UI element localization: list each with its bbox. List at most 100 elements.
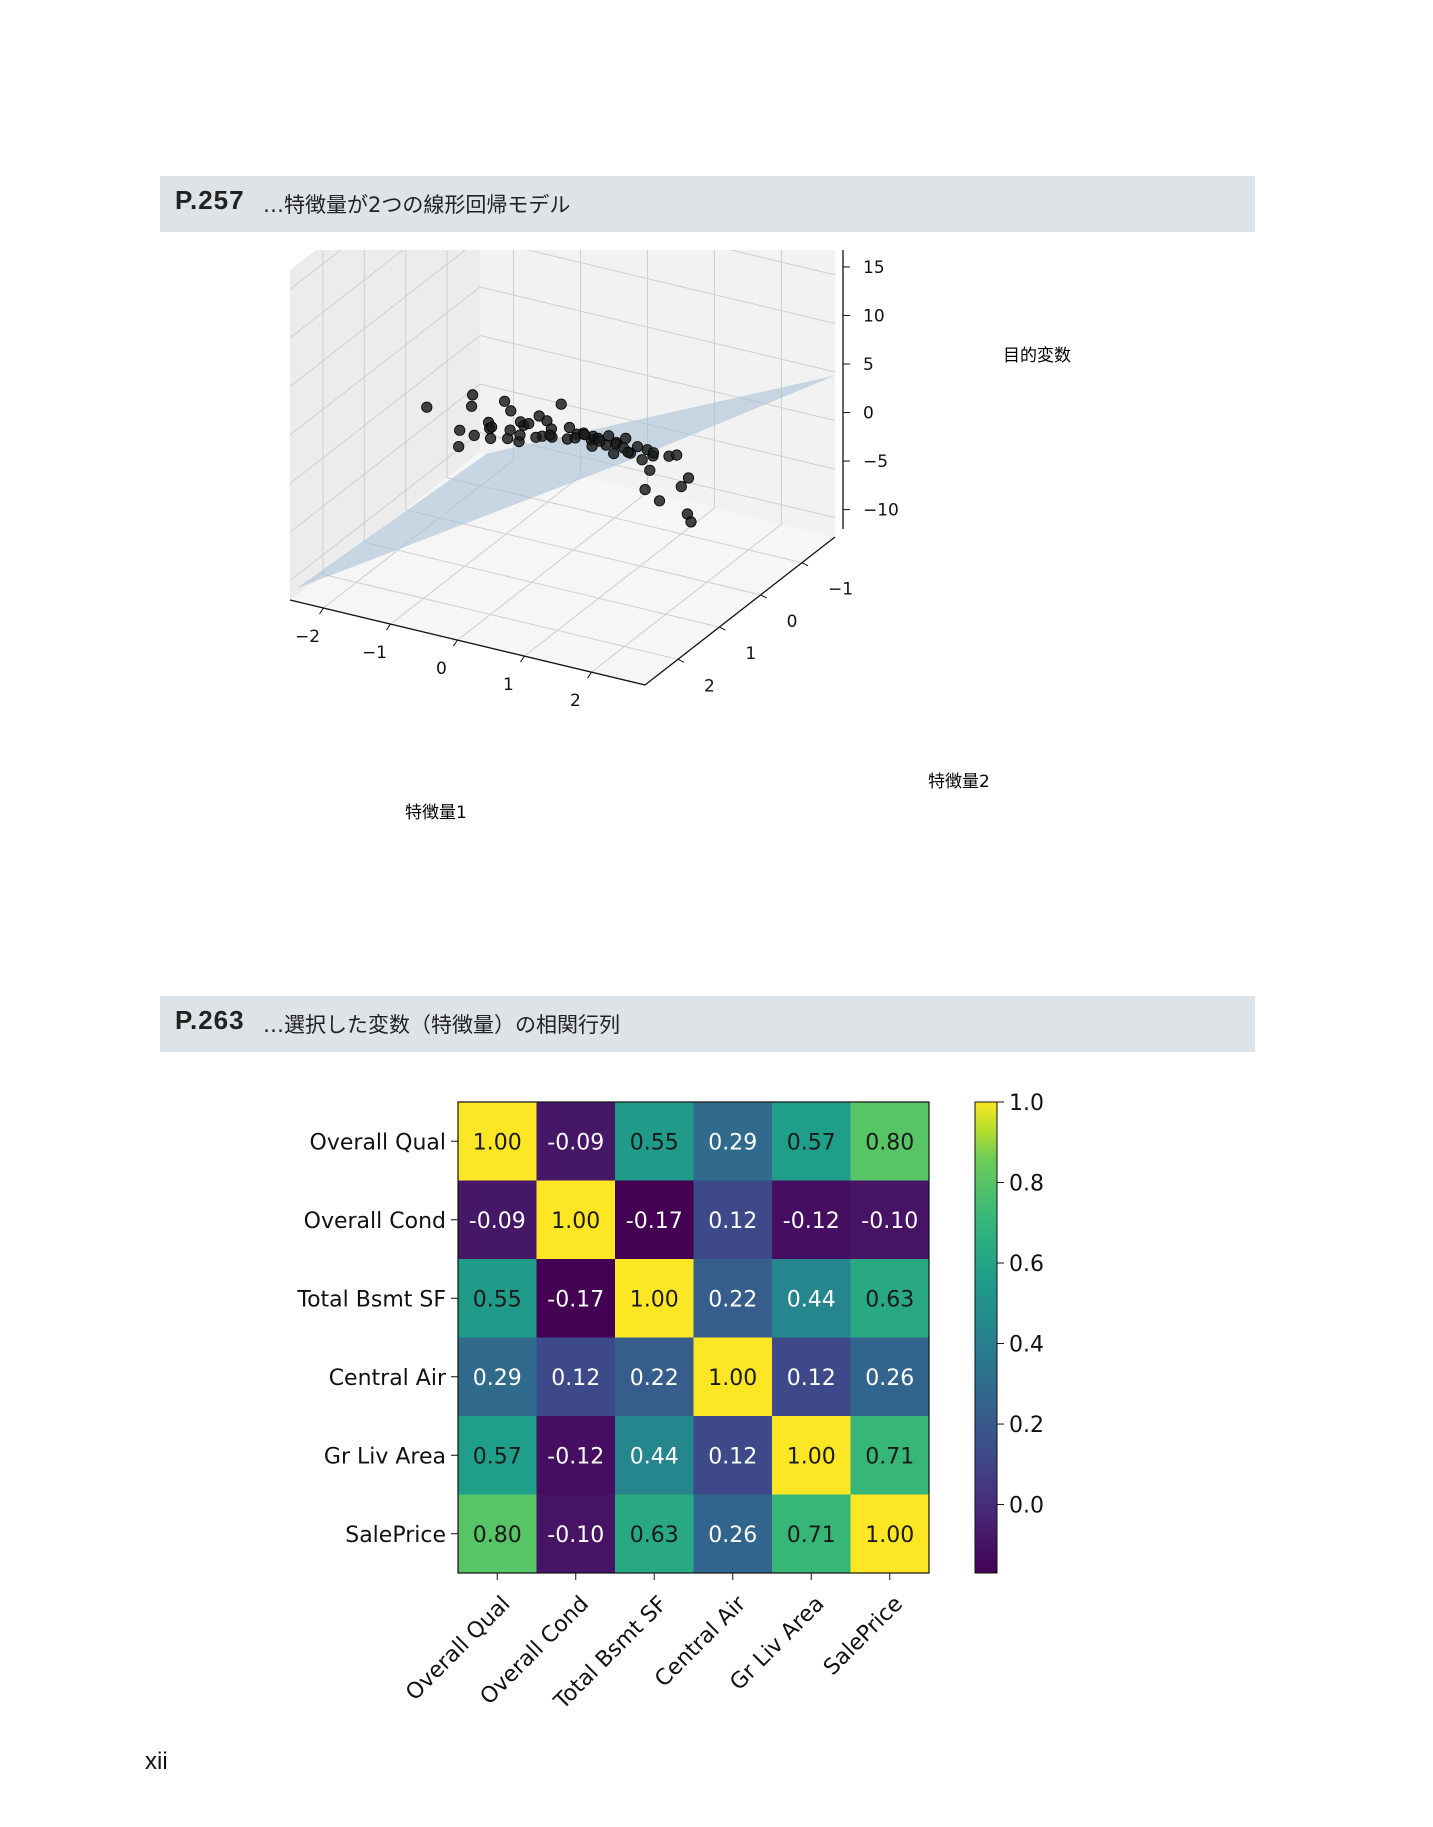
section-title: …選択した変数（特徴量）の相関行列 xyxy=(263,1013,620,1037)
data-point xyxy=(530,431,542,443)
cell-value: 0.12 xyxy=(787,1366,836,1391)
x-tick-label: −1 xyxy=(362,643,387,663)
cell-value: -0.12 xyxy=(783,1209,840,1234)
colorbar-tick-label: 0.4 xyxy=(1009,1333,1044,1358)
cell-value: 0.57 xyxy=(787,1130,836,1155)
y-tick-label: Central Air xyxy=(329,1366,447,1391)
cell-value: 0.63 xyxy=(865,1287,914,1312)
heatmap-cell xyxy=(536,1180,616,1260)
data-point xyxy=(675,481,687,493)
cell-value: 0.63 xyxy=(630,1523,679,1548)
x-axis-line xyxy=(289,599,646,686)
cell-value: 0.44 xyxy=(787,1287,836,1312)
data-point xyxy=(578,429,591,441)
data-point xyxy=(468,429,480,441)
cell-value: 1.00 xyxy=(787,1444,836,1469)
cell-value: -0.09 xyxy=(469,1209,526,1234)
heatmap-cell xyxy=(536,1259,616,1338)
y-tick-label: 2 xyxy=(704,676,715,696)
heatmap-cell xyxy=(615,1416,694,1495)
x-tick-label: 0 xyxy=(436,659,447,679)
data-point xyxy=(563,421,576,434)
heatmap-cell xyxy=(850,1337,930,1417)
grid-line-z xyxy=(289,383,836,533)
data-point xyxy=(644,464,656,476)
cell-value: 0.22 xyxy=(708,1287,757,1312)
heatmap-cell xyxy=(458,1337,537,1417)
grid-line-x xyxy=(591,250,782,673)
data-point xyxy=(498,395,511,407)
cell-value: -0.10 xyxy=(547,1523,604,1548)
data-point xyxy=(653,495,666,507)
y-tick-label: SalePrice xyxy=(345,1523,446,1548)
colorbar-tick-label: 0.2 xyxy=(1009,1413,1044,1438)
cell-value: 0.29 xyxy=(473,1366,522,1391)
z-tick-label: 15 xyxy=(863,258,885,278)
section-header-p257: P.257 …特徴量が2つの線形回帰モデル xyxy=(160,176,1255,232)
heatmap-cell xyxy=(850,1494,930,1574)
heatmap-cell xyxy=(772,1102,851,1181)
heatmap-cell xyxy=(850,1416,930,1495)
cell-value: 0.80 xyxy=(865,1130,914,1155)
colorbar-tick-label: 1.0 xyxy=(1009,1091,1044,1116)
grid-line-z xyxy=(289,334,836,484)
data-point xyxy=(514,429,526,441)
y-tick-label: Total Bsmt SF xyxy=(296,1287,446,1312)
heatmap-frame xyxy=(457,1101,930,1574)
x-tick xyxy=(319,607,324,615)
x-tick xyxy=(453,639,458,647)
section-header-p263: P.263 …選択した変数（特徴量）の相関行列 xyxy=(160,996,1255,1052)
heatmap-cell xyxy=(772,1416,851,1495)
cell-value: 0.80 xyxy=(473,1523,522,1548)
heatmap-cell xyxy=(615,1337,694,1417)
heatmap-cell xyxy=(693,1180,773,1260)
heatmap-cell xyxy=(536,1102,616,1181)
z-tick-label: −10 xyxy=(863,501,899,521)
heatmap-cell xyxy=(772,1337,851,1417)
z-tick-label: 5 xyxy=(863,355,874,375)
cell-value: 0.44 xyxy=(630,1444,679,1469)
heatmap-cell xyxy=(615,1494,694,1574)
heatmap-cell xyxy=(458,1102,537,1181)
heatmap-cell xyxy=(850,1180,930,1260)
heatmap-cell xyxy=(536,1494,616,1574)
data-point xyxy=(594,435,606,447)
data-point xyxy=(544,429,556,441)
grid-line-z xyxy=(289,250,836,387)
cell-value: -0.10 xyxy=(861,1209,918,1234)
cell-value: 0.71 xyxy=(787,1523,836,1548)
cell-value: 1.00 xyxy=(630,1287,679,1312)
cell-value: 1.00 xyxy=(865,1523,914,1548)
x-axis-label: 特徴量1 xyxy=(405,803,467,823)
cell-value: -0.17 xyxy=(547,1287,604,1312)
colorbar-tick-label: 0.8 xyxy=(1009,1172,1044,1197)
page-reference: P.257 xyxy=(175,185,245,215)
z-tick-label: −5 xyxy=(863,452,888,472)
x-tick xyxy=(386,623,391,631)
cell-value: 1.00 xyxy=(708,1366,757,1391)
x-tick xyxy=(520,655,525,663)
heatmap-cell xyxy=(536,1416,616,1495)
side-pane xyxy=(290,250,480,600)
y-tick-label: 1 xyxy=(745,644,756,664)
y-axis-label: 特徴量2 xyxy=(928,772,990,792)
z-tick-label: 0 xyxy=(863,404,874,424)
grid-line-y xyxy=(446,250,803,564)
page-number: xii xyxy=(145,1748,168,1775)
grid-line-z xyxy=(289,286,836,436)
data-point xyxy=(466,389,479,401)
y-tick xyxy=(677,658,685,663)
data-point xyxy=(484,432,497,444)
y-tick-label: 0 xyxy=(787,612,798,632)
heatmap-cell xyxy=(772,1180,851,1260)
cell-value: 0.57 xyxy=(473,1444,522,1469)
cell-value: -0.12 xyxy=(547,1444,604,1469)
cell-value: 0.71 xyxy=(865,1444,914,1469)
x-tick-label: SalePrice xyxy=(819,1592,908,1681)
data-point xyxy=(682,472,695,484)
y-tick xyxy=(719,626,726,631)
heatmap-cell xyxy=(693,1337,773,1417)
heatmap-cell xyxy=(458,1180,537,1260)
cell-value: 0.12 xyxy=(708,1444,757,1469)
